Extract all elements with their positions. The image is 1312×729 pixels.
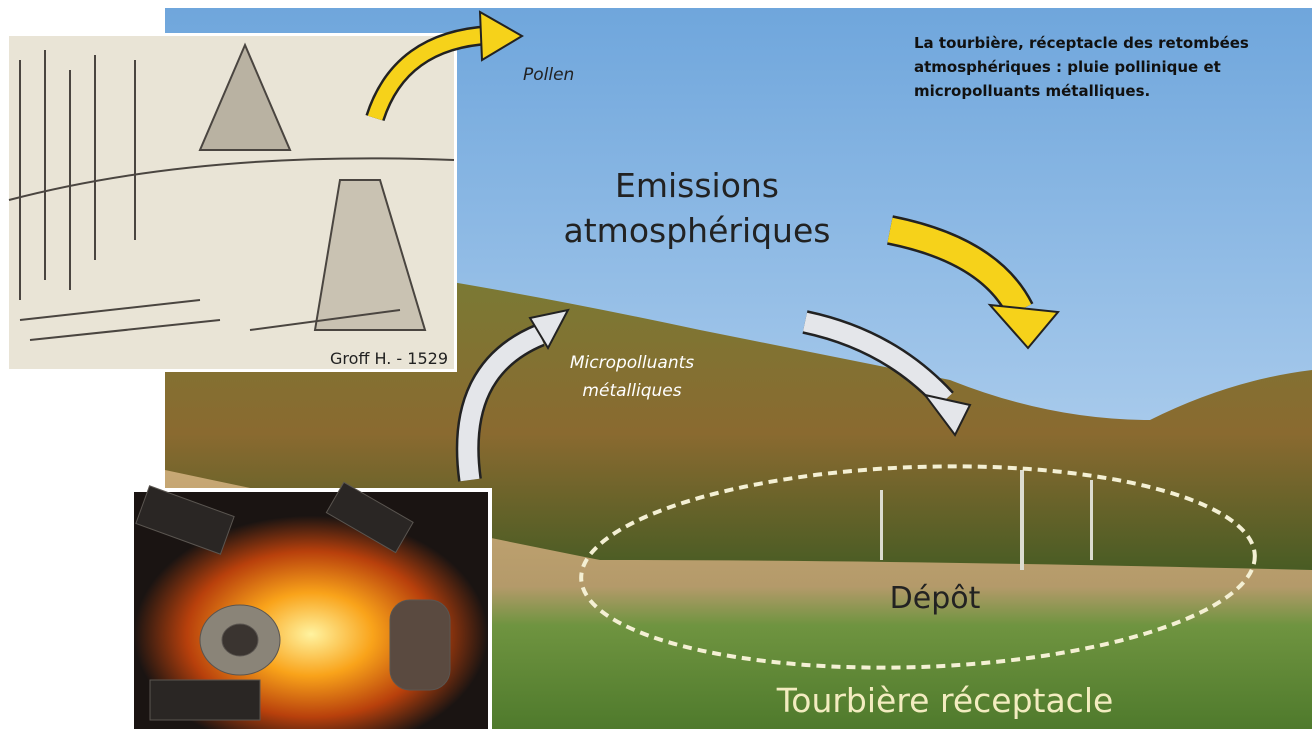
caption-line: La tourbière, réceptacle des retombées bbox=[914, 34, 1249, 52]
scene: Groff H. - 1529 La tourbière, réceptacle… bbox=[0, 0, 1312, 729]
caption-line: micropolluants métalliques. bbox=[914, 82, 1150, 100]
emissions-label: Emissions bbox=[615, 166, 779, 205]
micropollutants-label: métalliques bbox=[582, 381, 681, 401]
pollen-label: Pollen bbox=[523, 65, 574, 85]
caption-line: atmosphériques : pluie pollinique et bbox=[914, 58, 1221, 76]
micropollutants-label: Micropolluants bbox=[570, 353, 694, 373]
emissions-label: atmosphériques bbox=[564, 211, 831, 250]
deposit-label: Dépôt bbox=[890, 581, 981, 616]
credit: Groff H. - 1529 bbox=[330, 349, 448, 368]
page: Groff H. - 1529 La tourbière, réceptacle… bbox=[0, 0, 1312, 729]
peatland-label: Tourbière réceptacle bbox=[776, 681, 1114, 720]
